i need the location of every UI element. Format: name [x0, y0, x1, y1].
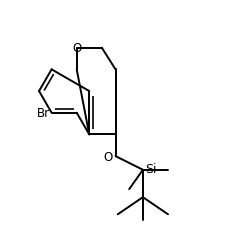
Text: Br: Br — [37, 107, 50, 120]
Text: Si: Si — [145, 162, 156, 175]
Text: O: O — [72, 42, 81, 55]
Text: O: O — [103, 150, 112, 163]
